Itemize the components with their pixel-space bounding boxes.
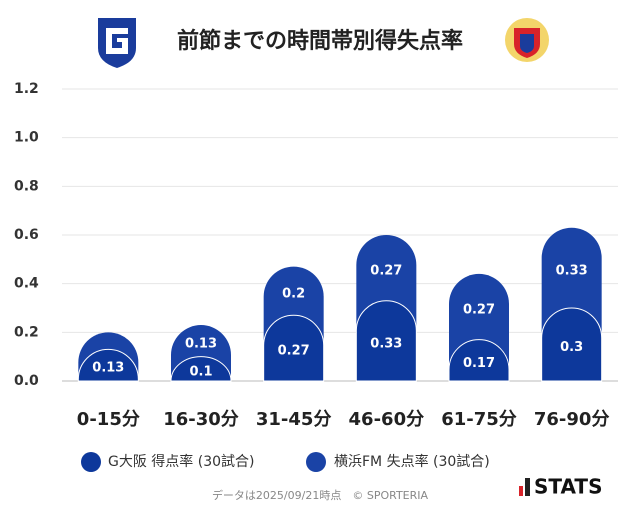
value-label: 0.17 (463, 356, 495, 371)
bar-segment (448, 339, 510, 382)
y-tick-label: 0.2 (14, 324, 39, 340)
value-label: 0.2 (282, 286, 305, 301)
bar-segment (77, 349, 139, 382)
bar-segment (263, 314, 325, 382)
brand: STATS (534, 475, 602, 499)
x-tick-label: 61-75分 (441, 409, 517, 430)
y-tick-label: 1.0 (14, 130, 39, 146)
legend-label: 横浜FM 失点率 (30試合) (334, 453, 490, 470)
value-label: 0.13 (185, 336, 217, 351)
y-tick-label: 1.2 (14, 81, 39, 97)
legend-marker (81, 452, 101, 472)
value-label: 0.13 (92, 361, 124, 376)
legend-label: G大阪 得点率 (30試合) (108, 453, 255, 470)
x-tick-label: 0-15分 (77, 409, 140, 430)
legend-marker (306, 452, 326, 472)
x-tick-label: 31-45分 (256, 409, 332, 430)
y-tick-label: 0.8 (14, 178, 39, 194)
y-tick-label: 0.0 (14, 373, 39, 389)
bar-segment (541, 307, 603, 382)
value-label: 0.1 (189, 364, 212, 379)
x-tick-label: 16-30分 (163, 409, 239, 430)
brand-logo (519, 478, 530, 496)
value-label: 0.27 (370, 263, 402, 278)
x-tick-label: 46-60分 (349, 409, 425, 430)
y-tick-label: 0.6 (14, 227, 39, 243)
value-label: 0.33 (370, 336, 402, 351)
bar-segment (355, 300, 417, 382)
value-label: 0.27 (278, 344, 310, 359)
team-logo-right (505, 18, 549, 62)
bar-segment (170, 356, 232, 382)
y-tick-label: 0.4 (14, 276, 39, 292)
x-tick-label: 76-90分 (534, 409, 610, 430)
value-label: 0.27 (463, 302, 495, 317)
team-logo-left (98, 18, 136, 68)
chart-title: 前節までの時間帯別得失点率 (177, 28, 463, 54)
value-label: 0.33 (556, 263, 588, 278)
footer: データは2025/09/21時点 © SPORTERIA (212, 488, 429, 502)
value-label: 0.3 (560, 340, 583, 355)
